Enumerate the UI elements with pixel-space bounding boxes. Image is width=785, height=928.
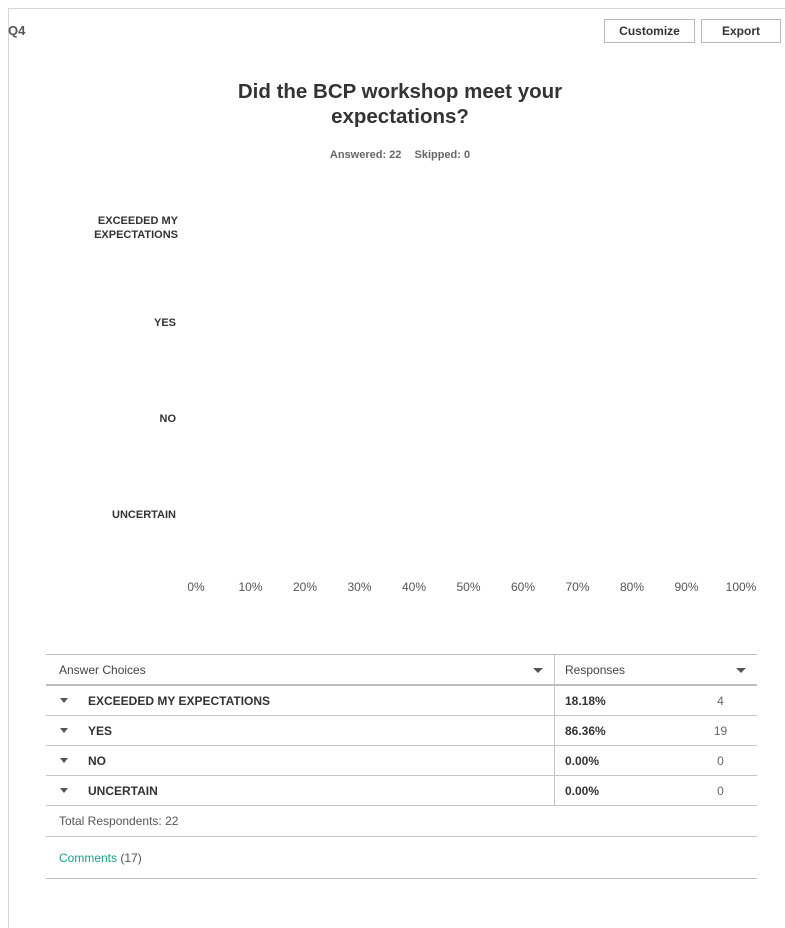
response-table: Answer Choices Responses EXCEEDED MY EXP…	[46, 654, 757, 879]
x-tick-label: 10%	[238, 580, 262, 594]
bar	[196, 209, 295, 253]
x-tick-label: 0%	[187, 580, 205, 594]
x-tick-label: 60%	[511, 580, 535, 594]
answer-choice: NO	[88, 753, 106, 768]
response-percent: 0.00%	[554, 746, 684, 775]
x-tick-label: 50%	[456, 580, 480, 594]
x-tick-label: 80%	[620, 580, 644, 594]
category-label: EXCEEDED MY EXPECTATIONS	[94, 215, 179, 241]
response-count: 19	[713, 723, 728, 738]
question-number: Q4	[8, 23, 26, 38]
expand-chevron-icon[interactable]	[60, 788, 68, 793]
expand-chevron-icon[interactable]	[60, 698, 68, 703]
response-count: 0	[717, 783, 724, 798]
comments-row: Comments (17)	[46, 837, 757, 879]
table-row[interactable]: EXCEEDED MY EXPECTATIONS 18.18% 4	[46, 686, 757, 716]
response-count: 0	[717, 753, 724, 768]
responses-header[interactable]: Responses	[554, 655, 684, 684]
response-percent: 86.36%	[554, 716, 684, 745]
bar	[196, 304, 667, 348]
expand-chevron-icon[interactable]	[60, 758, 68, 763]
table-row[interactable]: YES 86.36% 19	[46, 716, 757, 746]
expand-chevron-icon[interactable]	[60, 728, 68, 733]
response-percent: 18.18%	[554, 686, 684, 715]
x-tick-label: 70%	[565, 580, 589, 594]
response-bar-chart: EXCEEDED MY EXPECTATIONS YES NO UNCERTAIN 0% 1…	[94, 209, 757, 594]
table-row[interactable]: NO 0.00% 0	[46, 746, 757, 776]
x-tick-label: 40%	[402, 580, 426, 594]
x-tick-label: 90%	[674, 580, 698, 594]
responses-sort-chevron-icon[interactable]	[736, 668, 746, 673]
table-header: Answer Choices Responses	[46, 655, 757, 686]
response-count: 4	[717, 693, 724, 708]
question-panel	[8, 8, 785, 928]
comments-count: (17)	[120, 850, 142, 865]
answer-choices-header[interactable]: Answer Choices	[59, 662, 146, 677]
category-label: YES	[154, 317, 176, 329]
response-stats: Answered: 22 Skipped: 0	[0, 149, 785, 161]
comments-link[interactable]: Comments	[59, 850, 118, 865]
response-percent: 0.00%	[554, 776, 684, 805]
category-label: NO	[160, 413, 177, 425]
question-title: Did the BCP workshop meet your expectati…	[237, 80, 563, 128]
answered-count: Answered: 22	[329, 149, 402, 161]
x-tick-label: 30%	[347, 580, 371, 594]
customize-button[interactable]: Customize	[604, 19, 695, 43]
total-respondents: Total Respondents: 22	[46, 806, 757, 837]
answer-choice: UNCERTAIN	[88, 783, 158, 798]
answer-choice: YES	[88, 723, 113, 738]
choices-sort-chevron-icon[interactable]	[533, 668, 543, 673]
category-label: UNCERTAIN	[112, 509, 176, 521]
export-button[interactable]: Export	[701, 19, 781, 43]
answer-choice: EXCEEDED MY EXPECTATIONS	[88, 693, 271, 708]
skipped-count: Skipped: 0	[414, 149, 471, 161]
table-row[interactable]: UNCERTAIN 0.00% 0	[46, 776, 757, 806]
x-tick-label: 20%	[293, 580, 317, 594]
x-tick-label: 100%	[726, 580, 757, 594]
